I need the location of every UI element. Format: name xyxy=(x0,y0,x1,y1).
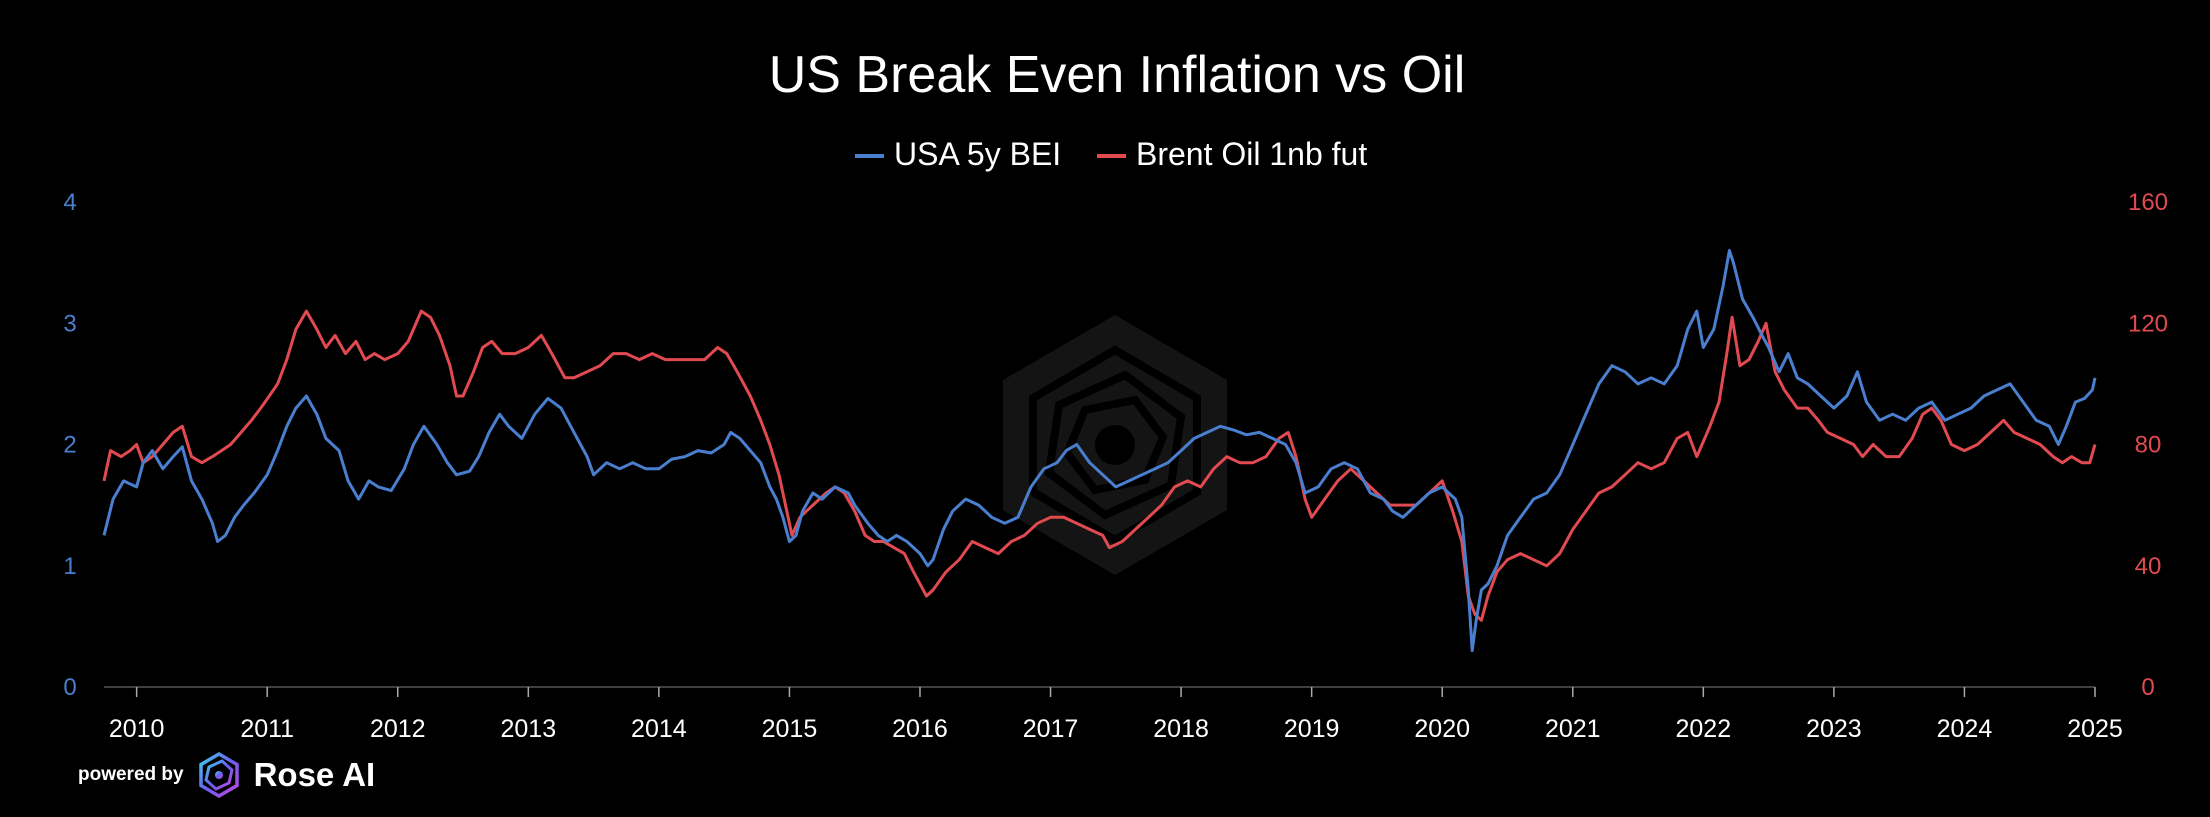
brand-name: Rose AI xyxy=(253,756,376,793)
legend: USA 5y BEI Brent Oil 1nb fut xyxy=(855,136,1367,172)
x-tick-label: 2024 xyxy=(1937,715,1993,743)
y-axis-left: 0 1 2 3 4 xyxy=(63,189,76,701)
y-right-tick-label: 120 xyxy=(2128,310,2168,337)
x-tick-label: 2013 xyxy=(500,715,556,743)
legend-label-bei: USA 5y BEI xyxy=(894,136,1061,172)
y-left-tick-label: 0 xyxy=(63,674,76,701)
x-tick-label: 2012 xyxy=(370,715,426,743)
branding: powered by Rose AI xyxy=(78,752,375,798)
series xyxy=(102,249,2097,653)
y-right-tick-label: 0 xyxy=(2141,674,2154,701)
x-tick-label: 2018 xyxy=(1153,715,1209,743)
y-right-tick-label: 160 xyxy=(2128,189,2168,216)
x-tick-label: 2025 xyxy=(2067,715,2123,743)
y-left-tick-label: 1 xyxy=(63,553,76,580)
x-tick-label: 2014 xyxy=(631,715,687,743)
y-left-tick-label: 2 xyxy=(63,432,76,459)
legend-label-oil: Brent Oil 1nb fut xyxy=(1136,136,1367,172)
y-axis-right: 0 40 80 120 160 xyxy=(2128,189,2168,701)
x-tick-label: 2015 xyxy=(762,715,818,743)
y-left-tick-label: 4 xyxy=(63,189,76,216)
x-tick-label: 2022 xyxy=(1676,715,1732,743)
x-tick-label: 2011 xyxy=(240,715,294,743)
rose-ai-logo-icon xyxy=(198,752,239,798)
x-tick-label: 2016 xyxy=(892,715,948,743)
x-tick-label: 2010 xyxy=(109,715,165,743)
y-right-tick-label: 80 xyxy=(2135,432,2162,459)
y-right-tick-label: 40 xyxy=(2135,553,2162,580)
powered-by-text: powered by xyxy=(78,764,184,785)
y-left-tick-label: 3 xyxy=(63,310,76,337)
series-line-usa-5y-bei xyxy=(102,249,2097,653)
x-tick-label: 2023 xyxy=(1806,715,1862,743)
watermark-logo-icon xyxy=(1003,315,1227,575)
x-axis: 2010 2011 2012 2013 2014 2015 2016 2017 2018 2019… xyxy=(109,687,2123,743)
x-tick-label: 2019 xyxy=(1284,715,1340,743)
x-tick-label: 2021 xyxy=(1545,715,1601,743)
x-tick-label: 2017 xyxy=(1023,715,1079,743)
x-tick-label: 2020 xyxy=(1414,715,1470,743)
chart-title: US Break Even Inflation vs Oil xyxy=(769,46,1466,104)
